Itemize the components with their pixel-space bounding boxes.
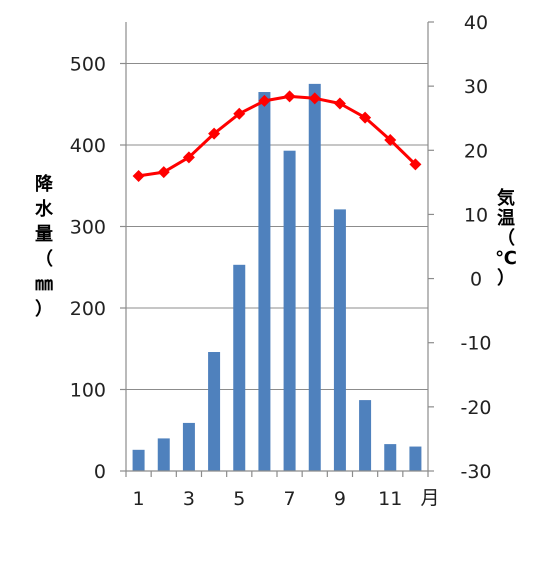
left-axis-title-char: （ [35,249,53,270]
right-tick-label: -30 [460,461,491,483]
temperature-point [333,97,346,110]
temperature-point [384,134,397,147]
temperature-point [258,94,271,107]
temperature-point [233,107,246,120]
left-axis-title-char: ） [35,299,53,320]
left-tick-label: 500 [70,54,106,76]
precip-bar [333,209,346,471]
temperature-line-path [138,94,417,178]
temperature-point [208,127,221,140]
precip-bar [208,352,221,471]
temperature-line [132,90,422,182]
right-tick-label: 30 [464,76,488,98]
left-axis-title-char: 降 [35,173,54,195]
left-tick-label: 300 [70,217,106,239]
x-tick-label: 7 [284,488,296,510]
axes [120,21,434,477]
right-tick-label: 40 [464,12,488,34]
x-tick-label: 5 [233,488,245,510]
axis-titles: 降水量（㎜）気温（℃） [35,173,517,320]
gridlines [126,63,428,390]
precip-bar [157,438,170,471]
precip-bar [258,92,271,472]
precipitation-bars [132,83,422,472]
right-tick-label: 10 [464,204,488,226]
right-tick-label: 20 [464,140,488,162]
x-tick-label: 3 [183,488,195,510]
temperature-point [359,111,372,124]
right-axis-title-char: 温 [497,208,515,229]
tick-labels: 0 100 200 300 400 500 -30 -20 -10 0 10 20 30 40 1 3 5 7 9 1… [70,12,492,510]
left-tick-label: 400 [70,135,106,157]
precip-bar [132,449,145,471]
precip-bar [359,400,372,471]
x-tick-label: 11 [378,488,402,510]
left-tick-label: 0 [94,461,106,483]
right-axis-title-char: （ [497,228,515,249]
x-tick-label: 1 [133,488,145,510]
precip-bar [283,150,296,471]
right-tick-label: -20 [460,397,491,419]
temperature-point [283,90,296,103]
left-axis-title-char: 水 [35,198,54,220]
precip-bar [233,264,246,471]
right-tick-label: -10 [460,333,491,355]
temperature-point [308,92,321,105]
right-axis-title-char: ） [497,268,515,289]
right-tick-label: 0 [470,269,482,291]
precip-bar [384,444,397,471]
precip-bar [409,446,422,471]
precip-bar [182,422,195,471]
temperature-point [409,158,422,171]
left-axis-title-char: 量 [35,223,53,245]
temperature-point [132,169,145,182]
right-axis-title-char: 気 [497,187,515,209]
left-tick-label: 200 [70,298,106,320]
temperature-point [182,151,195,164]
temperature-point [157,166,170,179]
x-tick-label: 9 [334,488,346,510]
precip-bar [308,83,321,471]
left-axis-title-char: ㎜ [35,274,53,295]
left-tick-label: 100 [70,380,106,402]
x-unit-label: 月 [420,487,439,509]
right-axis-title-char: ℃ [495,248,517,269]
